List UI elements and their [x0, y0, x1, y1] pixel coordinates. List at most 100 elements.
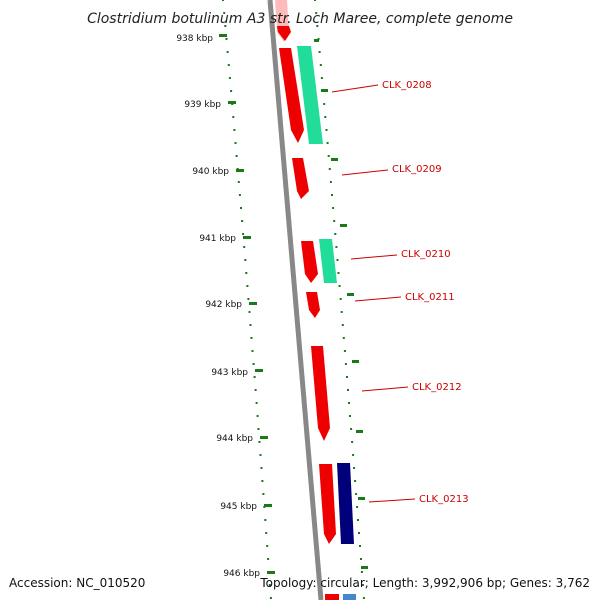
guide-dot	[265, 532, 268, 534]
ruler-tick	[249, 302, 257, 305]
guide-dot	[337, 272, 340, 274]
ruler-tick	[267, 571, 275, 574]
guide-dot	[343, 350, 346, 352]
guide-dot	[357, 519, 359, 521]
ruler-ticks	[219, 34, 275, 574]
guide-dot	[327, 155, 330, 157]
guide-dot	[350, 428, 353, 430]
guide-dot	[329, 181, 332, 183]
guide-dot	[316, 25, 319, 27]
guide-dot	[244, 259, 247, 261]
guide-dot	[351, 441, 354, 443]
guide-dot	[230, 90, 233, 92]
guide-dot	[324, 116, 327, 118]
guide-dot	[237, 181, 240, 183]
misc-feature-clk-0208	[297, 46, 323, 144]
label-line-clk-0209	[341, 169, 389, 176]
guide-dot	[240, 207, 242, 209]
misc-feature-clk-0213-navy	[337, 463, 354, 544]
guide-dot	[332, 207, 335, 209]
misc-feature-bottom	[343, 594, 356, 600]
guide-dot	[228, 77, 231, 79]
ruler-tick	[228, 101, 236, 104]
gene-label-clk-0209: CLK_0209	[392, 164, 442, 175]
guide-dot	[356, 506, 359, 508]
guide-dot	[335, 246, 338, 248]
topology-text: Topology: circular; Length: 3,992,906 bp…	[259, 576, 590, 590]
guide-dot	[361, 584, 364, 586]
label-line-clk-0208	[331, 84, 379, 93]
guide-dot	[319, 64, 322, 66]
guide-dot	[223, 12, 226, 14]
misc-feature-clk-0210	[319, 239, 337, 283]
label-line-clk-0210	[350, 254, 398, 260]
guide-dot	[266, 545, 269, 547]
guide-dot	[334, 233, 337, 235]
guide-dot	[338, 285, 341, 287]
ruler-label: 939 kbp	[184, 100, 221, 110]
guide-dot	[359, 545, 361, 547]
guide-dot	[245, 272, 248, 274]
guide-dot	[232, 116, 235, 118]
cds-feature	[277, 26, 291, 41]
guide-dot	[354, 480, 357, 482]
cds-feature-clk-0211	[306, 292, 320, 318]
ruler-label: 945 kbp	[220, 502, 257, 512]
guide-dot	[252, 363, 255, 365]
ruler-label: 941 kbp	[199, 234, 236, 244]
guide-dot	[250, 337, 253, 339]
guide-dot	[352, 454, 355, 456]
guide-dot	[269, 597, 272, 599]
guide-dot	[342, 337, 345, 339]
guide-dot	[225, 38, 228, 40]
guide-dot	[249, 324, 252, 326]
guide-dot	[251, 350, 254, 352]
guide-dot	[360, 558, 362, 560]
guide-dot	[347, 389, 349, 391]
guide-dot	[346, 376, 348, 378]
cds-feature-clk-0212	[311, 346, 330, 441]
ruler-label: 944 kbp	[216, 434, 253, 444]
guide-dot	[333, 220, 336, 222]
guide-dot	[234, 142, 237, 144]
ruler-label: 940 kbp	[192, 167, 229, 177]
gene-label-clk-0212: CLK_0212	[412, 382, 462, 393]
guide-dot	[242, 233, 245, 235]
gene-label-clk-0213: CLK_0213	[419, 494, 469, 505]
guide-dot	[344, 363, 347, 365]
guide-dot	[264, 519, 267, 521]
guide-dot	[326, 142, 329, 144]
guide-dot	[260, 467, 263, 469]
guide-dot	[341, 324, 344, 326]
gene-label-clk-0208: CLK_0208	[382, 80, 432, 91]
guide-dot	[353, 467, 356, 469]
ruler-label: 942 kbp	[205, 300, 242, 310]
ruler-tick	[264, 504, 272, 507]
guide-dot	[325, 129, 328, 131]
guide-dot	[248, 311, 251, 313]
guide-dot	[262, 493, 265, 495]
guide-dot	[331, 194, 333, 196]
guide-dot	[360, 571, 363, 573]
guide-dot	[226, 51, 229, 53]
guide-dot	[254, 389, 257, 391]
guide-dot	[233, 129, 236, 131]
guide-dot	[259, 454, 262, 456]
guide-dot	[268, 584, 271, 586]
label-line-clk-0212	[361, 386, 409, 392]
guide-dot	[241, 220, 244, 222]
guide-dot	[227, 64, 230, 66]
guide-dot	[328, 168, 331, 170]
cds-feature-bottom	[325, 594, 339, 600]
ruler-label: 938 kbp	[176, 34, 213, 44]
label-line-clk-0213	[368, 498, 416, 503]
guide-dot	[222, 0, 224, 1]
ruler-tick	[255, 369, 263, 372]
guide-dot	[355, 493, 358, 495]
guide-dot	[258, 441, 261, 443]
guide-dot	[340, 311, 343, 313]
cds-feature-clk-0213	[319, 464, 336, 544]
map-title: Clostridium botulinum A3 str. Loch Maree…	[87, 11, 513, 27]
guide-dot	[320, 77, 323, 79]
